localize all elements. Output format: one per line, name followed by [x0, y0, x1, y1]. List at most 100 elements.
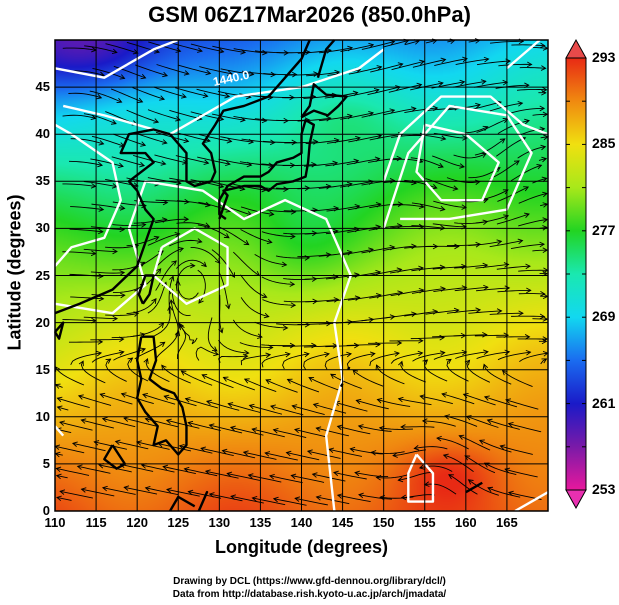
streamline-arrow — [370, 450, 377, 456]
streamline — [209, 493, 243, 502]
streamline — [220, 68, 254, 75]
streamline — [287, 379, 320, 393]
streamline — [459, 435, 491, 451]
streamline — [489, 240, 523, 248]
streamline-arrow — [205, 137, 211, 143]
streamline-arrow — [264, 451, 271, 457]
streamline — [347, 271, 381, 279]
streamline — [390, 352, 423, 364]
streamline-arrow — [444, 414, 451, 420]
streamline — [124, 486, 158, 495]
streamline-arrow — [201, 374, 208, 380]
streamline-arrow — [475, 307, 482, 313]
streamline-arrow — [101, 485, 108, 492]
streamline-arrow — [243, 378, 250, 384]
streamline — [175, 87, 208, 97]
streamline-arrow — [311, 342, 317, 349]
streamline-arrow — [203, 159, 210, 165]
streamline — [91, 351, 124, 363]
streamline — [390, 204, 424, 208]
streamline — [219, 294, 223, 333]
streamline — [496, 265, 531, 270]
streamline — [262, 299, 296, 306]
streamline — [484, 462, 517, 476]
streamline — [487, 419, 520, 430]
streamline — [265, 379, 298, 393]
x-tick-label: 150 — [372, 515, 395, 530]
streamline — [324, 353, 352, 370]
streamline — [102, 418, 136, 428]
streamline-arrow — [222, 376, 229, 382]
streamline-arrow — [140, 222, 147, 228]
streamline — [147, 282, 167, 314]
streamline — [197, 224, 230, 239]
streamline — [132, 87, 165, 100]
streamline — [166, 488, 200, 497]
streamline-arrow — [270, 404, 276, 410]
streamline — [71, 70, 105, 76]
coastline — [300, 83, 348, 119]
streamline-arrow — [242, 450, 249, 456]
streamline-arrow — [397, 396, 404, 403]
credit-drawing: Drawing by DCL (https://www.gfd-dennou.o… — [173, 576, 446, 587]
streamline-arrow — [542, 316, 549, 322]
streamline — [233, 48, 267, 54]
streamline-arrow — [417, 350, 424, 357]
streamline — [358, 425, 392, 432]
streamline — [154, 154, 188, 164]
streamline — [436, 437, 469, 450]
streamline-arrow — [56, 396, 63, 403]
streamline — [211, 249, 235, 278]
streamline — [376, 473, 410, 479]
streamline-arrow — [118, 162, 124, 169]
streamline-arrow — [475, 102, 481, 109]
streamline — [401, 494, 435, 499]
streamline-arrow — [144, 485, 151, 492]
streamline — [62, 114, 96, 119]
streamline-arrow — [290, 473, 297, 480]
streamlines — [54, 38, 549, 506]
streamline-arrow — [328, 447, 335, 454]
streamline-arrow — [269, 473, 275, 480]
streamline — [411, 225, 445, 229]
streamline — [91, 203, 125, 209]
streamline-arrow — [285, 450, 292, 457]
streamline — [240, 297, 269, 318]
streamline-arrow — [183, 466, 190, 473]
streamline — [115, 440, 149, 450]
coastline — [168, 495, 196, 512]
streamline-arrow — [183, 216, 190, 222]
streamline — [153, 86, 187, 98]
streamline — [141, 464, 175, 473]
streamline-arrow — [162, 464, 169, 471]
streamline — [340, 44, 374, 52]
streamline — [412, 134, 446, 140]
streamline-arrow — [418, 203, 425, 209]
streamline-arrow — [110, 119, 117, 125]
streamline-arrow — [419, 394, 426, 400]
x-tick-label: 125 — [167, 515, 190, 530]
streamline — [175, 155, 209, 164]
streamline — [425, 178, 458, 190]
streamline-arrow — [55, 466, 62, 473]
streamline-arrow — [55, 473, 62, 480]
streamline-arrow — [454, 243, 460, 250]
streamline — [240, 229, 272, 243]
streamline — [181, 370, 213, 386]
streamline — [489, 312, 523, 315]
coastline — [135, 335, 188, 456]
streamline-arrow — [218, 48, 225, 54]
colorbar — [565, 38, 587, 510]
streamline — [133, 218, 167, 224]
streamline-arrow — [481, 152, 487, 158]
streamline-arrow — [257, 333, 263, 339]
streamline — [340, 248, 374, 256]
streamline-arrow — [336, 493, 343, 499]
streamline — [227, 473, 261, 481]
streamline — [474, 81, 508, 88]
y-axis-label: Latitude (degrees) — [4, 194, 25, 351]
streamline-arrow — [243, 240, 250, 246]
streamline — [154, 306, 171, 337]
streamline — [532, 249, 548, 252]
streamline — [105, 43, 138, 54]
